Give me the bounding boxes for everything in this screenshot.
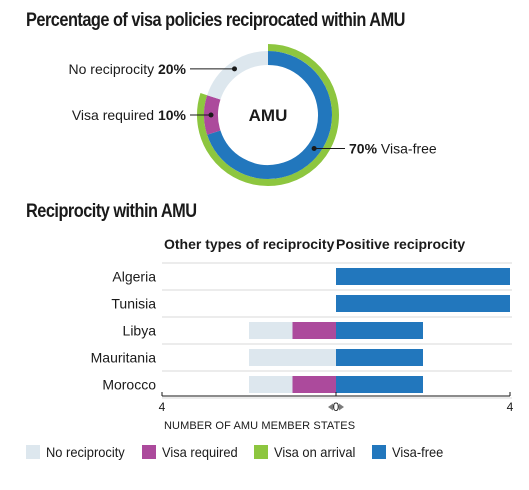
legend-item-visa-on-arrival: Visa on arrival (253, 444, 362, 460)
bar-libya-visa-free (336, 322, 423, 339)
legend-item-visa-required: Visa required (141, 444, 244, 460)
donut-slice-no-reciprocity (207, 51, 269, 100)
arrow-left-icon (328, 403, 333, 411)
legend-swatch-visa-required (141, 445, 156, 459)
legend-label-visa-required: Visa required (161, 444, 238, 460)
tick-label-center: 0 (333, 400, 340, 414)
category-label-libya: Libya (123, 323, 157, 339)
bar-mauritania-visa-free (336, 349, 423, 366)
callout-visa-required-label: Visa required 10% (72, 107, 187, 123)
legend-label-visa-on-arrival: Visa on arrival (273, 444, 356, 460)
bar-morocco-visa-required (292, 376, 336, 393)
donut-center-label: AMU (249, 106, 288, 125)
legend-swatch-visa-free (372, 445, 387, 459)
bar-chart-title: Reciprocity within AMU (26, 201, 197, 222)
legend: No reciprocity Visa required Visa on arr… (26, 444, 458, 460)
arrow-right-icon (339, 403, 344, 411)
bar-morocco-no-reciprocity (249, 376, 293, 393)
callout-visa-free-label: 70% Visa-free (349, 141, 437, 157)
bar-libya-no-reciprocity (249, 322, 293, 339)
bar-tunisia-visa-free (336, 295, 510, 312)
tick-label-left: 4 (159, 400, 166, 414)
legend-label-visa-free: Visa-free (392, 444, 444, 460)
reciprocity-bar-chart: Other types of reciprocity Positive recip… (91, 236, 514, 432)
bar-libya-visa-required (292, 322, 336, 339)
donut-chart: AMU 70% Visa-free Visa required 10% No reci… (69, 44, 437, 186)
bar-mauritania-no-reciprocity (249, 349, 336, 366)
x-axis-label: NUMBER OF AMU MEMBER STATES (164, 420, 355, 432)
header-positive-reciprocity: Positive reciprocity (336, 236, 465, 252)
bar-morocco-visa-free (336, 376, 423, 393)
chart-canvas: AMU 70% Visa-free Visa required 10% No reci… (69, 44, 514, 432)
category-label-mauritania: Mauritania (91, 350, 157, 366)
callout-no-reciprocity-label: No reciprocity 20% (69, 61, 187, 77)
bar-algeria-visa-free (336, 268, 510, 285)
category-label-algeria: Algeria (112, 269, 156, 285)
legend-label-no-reciprocity: No reciprocity (46, 444, 125, 460)
tick-label-right: 4 (507, 400, 514, 414)
header-other-types: Other types of reciprocity (164, 236, 335, 252)
legend-item-visa-free: Visa-free (372, 444, 448, 460)
legend-swatch-no-reciprocity (26, 445, 40, 459)
legend-swatch-visa-on-arrival (253, 445, 268, 459)
legend-item-no-reciprocity: No reciprocity (26, 444, 132, 460)
category-label-morocco: Morocco (102, 377, 156, 393)
category-label-tunisia: Tunisia (111, 296, 156, 312)
donut-chart-title: Percentage of visa policies reciprocated… (26, 10, 405, 31)
donut-ring-visa-on-arrival (197, 44, 339, 186)
